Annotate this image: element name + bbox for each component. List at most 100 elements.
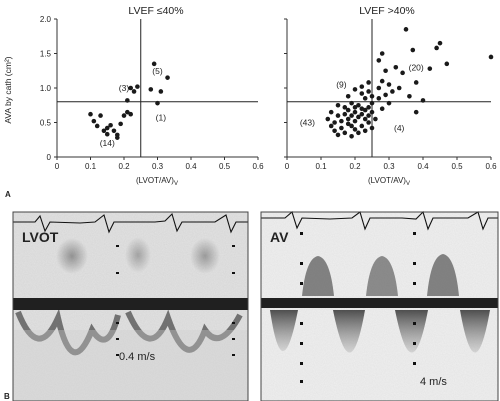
data-point xyxy=(369,100,375,106)
data-point xyxy=(366,113,371,118)
x-tick-label: 0 xyxy=(55,162,60,171)
data-point xyxy=(148,87,154,92)
data-point xyxy=(335,113,341,118)
data-point xyxy=(91,118,97,124)
data-point xyxy=(379,106,385,111)
data-point xyxy=(352,118,358,124)
data-point xyxy=(383,92,388,98)
velocity-scale-label: 4 m/s xyxy=(420,376,447,388)
data-point xyxy=(349,123,354,129)
data-point xyxy=(345,121,351,127)
data-point xyxy=(359,111,365,117)
data-point xyxy=(121,113,127,118)
data-point xyxy=(328,109,334,115)
y-tick-label: 0.5 xyxy=(40,119,52,128)
data-point xyxy=(349,113,354,118)
data-point xyxy=(88,111,93,117)
ecg-trace xyxy=(13,212,248,234)
x-tick-label: 0.2 xyxy=(349,162,361,171)
plot-title: LVEF >40% xyxy=(359,5,415,17)
scatter-plot-lvef-low: LVEF ≤40% AVA by cath (cm²) 0 0.1 0.2 0.3 0.… xyxy=(3,5,264,187)
y-tick-label: 2.0 xyxy=(40,15,52,24)
doppler-baseline xyxy=(13,298,248,310)
data-point xyxy=(383,68,388,74)
data-point xyxy=(356,114,361,120)
data-point xyxy=(434,45,439,51)
x-tick-label: 0.5 xyxy=(219,162,231,171)
scatter-plot-lvef-high: LVEF >40% 0 0.1 0.2 0.3 0.4 0.5 0.6 (9) (20) (43… xyxy=(284,5,497,187)
panel-label-a: A xyxy=(5,190,11,199)
data-point xyxy=(362,116,368,122)
data-point xyxy=(339,125,344,131)
data-point xyxy=(356,102,361,108)
data-point xyxy=(352,105,358,110)
data-point xyxy=(101,128,107,134)
x-tick-label: 0.3 xyxy=(383,162,395,171)
doppler-label-av: AV xyxy=(270,229,289,245)
quadrant-count-label: (43) xyxy=(300,118,315,128)
data-point xyxy=(151,61,157,67)
data-point xyxy=(342,105,348,110)
data-point xyxy=(325,116,331,122)
data-point xyxy=(362,96,368,101)
data-point xyxy=(366,80,371,85)
data-point xyxy=(413,80,419,85)
data-points xyxy=(88,61,170,140)
doppler-av: AV 4 m/s xyxy=(260,210,499,401)
data-point xyxy=(345,93,351,99)
y-tick-label: 0 xyxy=(47,153,52,162)
data-point xyxy=(488,54,494,60)
data-point xyxy=(128,85,133,91)
x-tick-label: 0.5 xyxy=(451,162,463,171)
doppler-label-lvot: LVOT xyxy=(22,229,59,245)
data-point xyxy=(407,93,412,99)
data-point xyxy=(115,132,120,138)
quadrant-count-label: (14) xyxy=(100,138,115,148)
data-point xyxy=(396,85,402,91)
x-tick-label: 0.1 xyxy=(85,162,97,171)
data-point xyxy=(349,134,354,139)
data-point xyxy=(332,128,337,134)
data-point xyxy=(366,120,371,125)
data-point xyxy=(339,118,344,124)
doppler-lvot: LVOT 0.4 m/s xyxy=(12,211,249,401)
x-tick-label: 0.6 xyxy=(485,162,497,171)
data-point xyxy=(379,78,385,84)
quadrant-counts: (3) (5) (1) (14) xyxy=(100,66,167,148)
y-axis-label: AVA by cath (cm²) xyxy=(3,56,13,123)
data-point xyxy=(342,111,348,117)
data-point xyxy=(158,89,164,94)
x-tick-label: 0.4 xyxy=(185,162,197,171)
data-point xyxy=(386,100,392,106)
data-point xyxy=(328,123,334,129)
y-tick-label: 1.5 xyxy=(40,50,52,59)
data-point xyxy=(155,100,160,106)
data-point xyxy=(108,122,113,128)
x-tick-label: 0.4 xyxy=(417,162,429,171)
ecg-trace xyxy=(261,210,498,231)
data-point xyxy=(444,61,450,67)
data-point xyxy=(366,105,371,110)
data-point xyxy=(352,109,358,115)
data-point xyxy=(118,121,123,127)
data-point xyxy=(128,111,133,117)
data-point xyxy=(437,40,443,46)
x-axis-label: (LVOT/AV)V xyxy=(368,176,410,187)
axes: 0 0.1 0.2 0.3 0.4 0.5 0.6 0 0.5 1.0 1.5 2.0 xyxy=(40,15,264,171)
data-point xyxy=(349,100,354,106)
data-point xyxy=(390,89,395,94)
data-point xyxy=(359,84,365,89)
data-point xyxy=(332,120,337,125)
data-point xyxy=(165,75,170,80)
data-point xyxy=(352,127,358,132)
x-tick-label: 0.1 xyxy=(315,162,327,171)
axes: 0 0.1 0.2 0.3 0.4 0.5 0.6 xyxy=(284,18,497,171)
data-point xyxy=(104,125,110,131)
x-axis-label: (LVOT/AV)V xyxy=(136,176,178,187)
velocity-scale-label: 0.4 m/s xyxy=(119,351,156,363)
data-point xyxy=(125,109,130,115)
data-point xyxy=(369,125,375,131)
scale-markers xyxy=(300,232,416,383)
data-point xyxy=(403,27,409,32)
